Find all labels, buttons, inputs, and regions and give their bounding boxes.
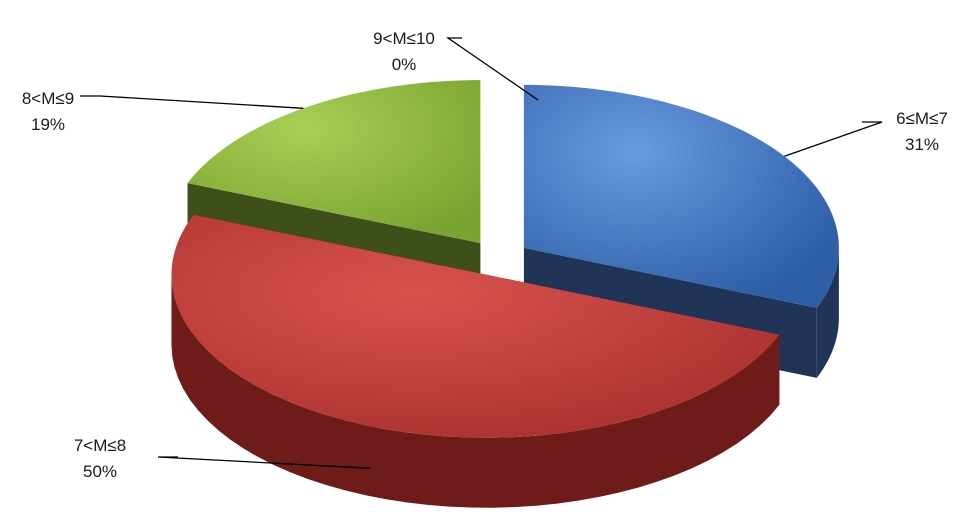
slice-percent-2: 19% [31,115,65,134]
pie-tops [171,80,839,438]
slice-top-0 [523,84,839,308]
slice-percent-3: 0% [392,55,417,74]
slice-label-group-3: 9<M≤10 0% [373,29,435,74]
slice-label-3: 9<M≤10 [373,29,435,48]
slice-top-2 [187,80,481,244]
leader-line-2 [80,95,304,109]
leader-line-1 [157,456,371,469]
slice-label-1: 7<M≤8 [74,436,126,455]
leader-lines [80,37,883,469]
slice-label-group-2: 8<M≤9 19% [22,89,74,134]
slice-label-group-1: 7<M≤8 50% [74,436,126,481]
slice-label-group-0: 6≤M≤7 31% [896,109,948,154]
slice-outer-wall-1-0 [171,274,780,508]
leader-line-0 [784,121,883,157]
slice-top-1 [171,214,780,438]
leader-line-3 [445,37,539,101]
slice-outer-wall-0-0 [816,247,839,378]
slice-label-0: 6≤M≤7 [896,109,948,128]
slice-label-2: 8<M≤9 [22,89,74,108]
slice-percent-1: 50% [83,462,117,481]
slice-percent-0: 31% [905,135,939,154]
